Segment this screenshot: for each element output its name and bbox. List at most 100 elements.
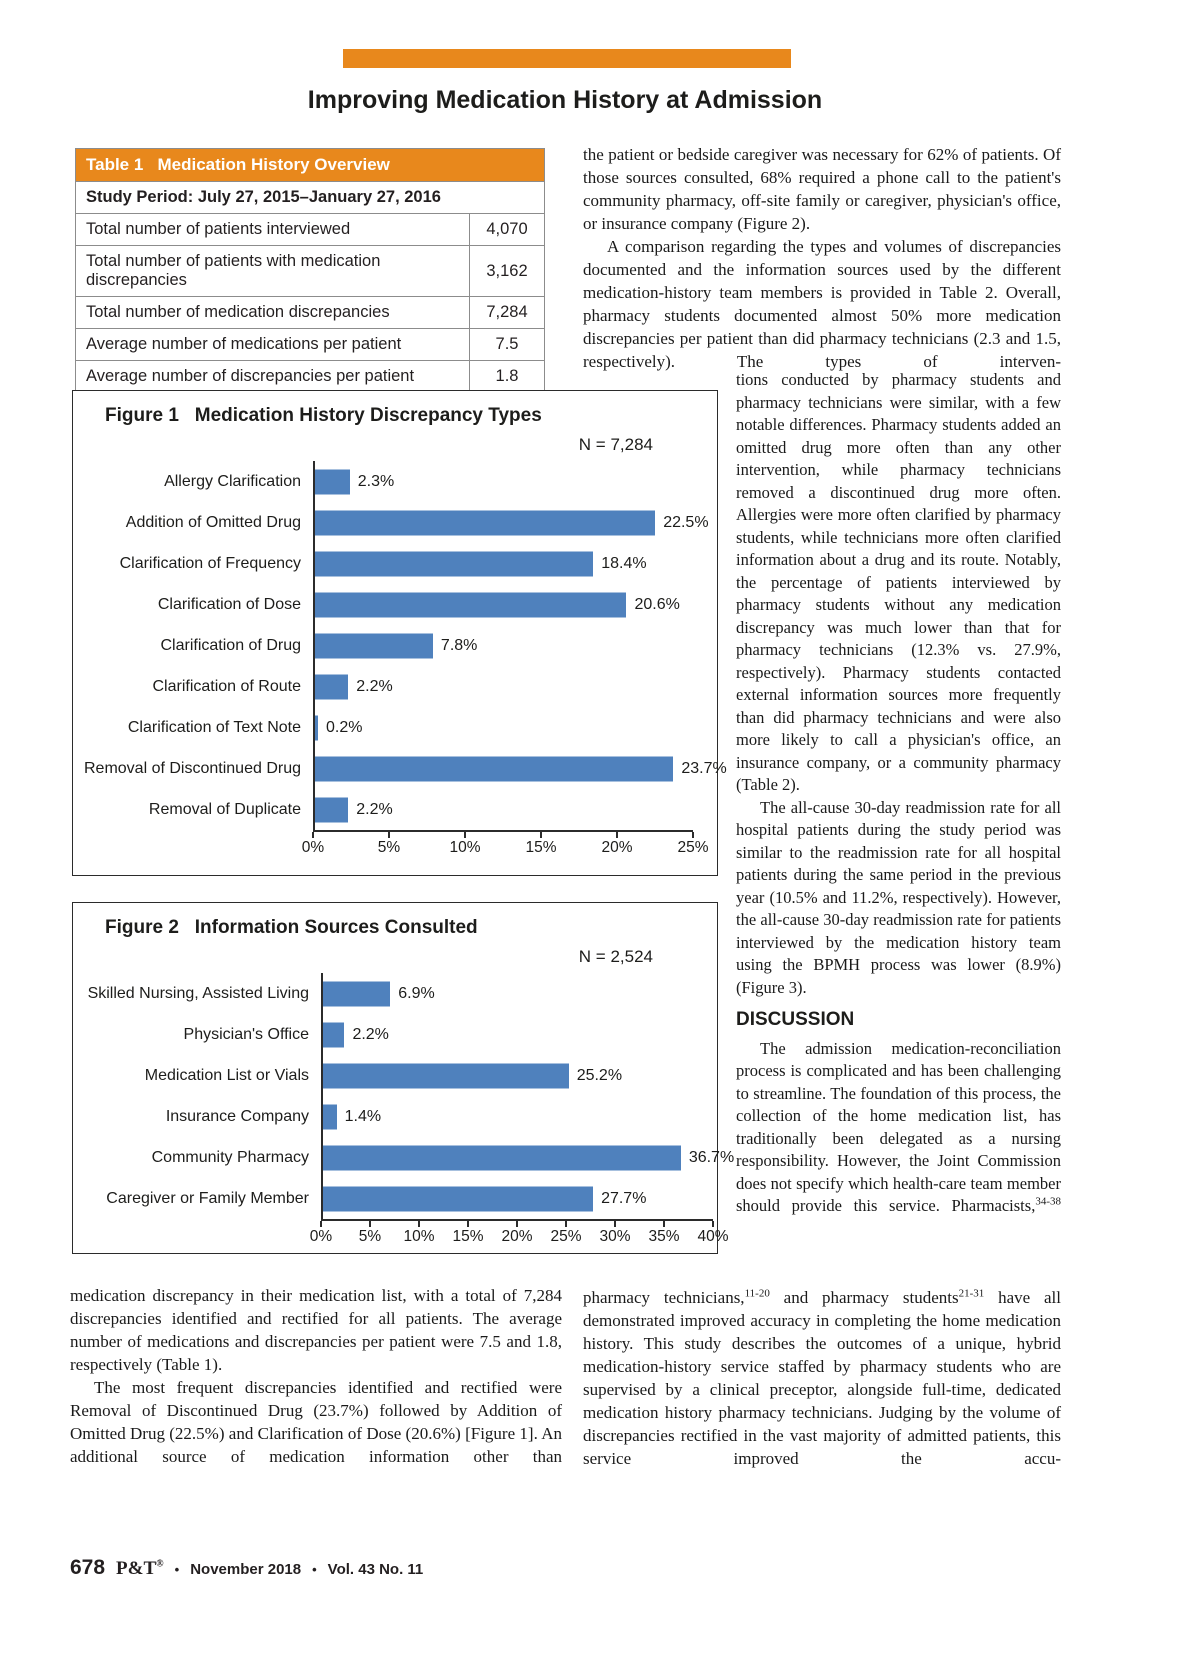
category-label: Clarification of Route: [152, 677, 301, 695]
registered-mark: ®: [156, 1558, 164, 1570]
paragraph: tions conducted by pharmacy students and…: [736, 370, 1061, 794]
tick-label: 10%: [449, 839, 481, 856]
table-row-value: 7.5: [469, 329, 544, 360]
bar: [315, 715, 319, 740]
body-text-left-bottom: medication discrepancy in their medicati…: [70, 1284, 562, 1468]
plot-area: 18.4%: [313, 543, 693, 584]
chart-row: Clarification of Frequency 18.4%: [73, 543, 717, 584]
tick-mark: [663, 1221, 665, 1227]
value-label: 22.5%: [663, 513, 709, 531]
tick-mark: [312, 832, 314, 838]
table-row: Average number of discrepancies per pati…: [76, 360, 544, 392]
page-footer: 678 P&T® • November 2018 • Vol. 43 No. 1…: [70, 1556, 423, 1580]
plot-area: 2.3%: [313, 461, 693, 502]
bar: [323, 981, 391, 1006]
category-label: Skilled Nursing, Assisted Living: [87, 984, 309, 1002]
value-label: 2.2%: [356, 677, 393, 695]
table-row: Average number of medications per patien…: [76, 328, 544, 360]
category-label: Clarification of Dose: [157, 595, 301, 613]
value-label: 23.7%: [681, 759, 727, 777]
category-label: Insurance Company: [165, 1107, 309, 1125]
value-label: 0.2%: [326, 718, 363, 736]
paragraph: medication discrepancy in their medicati…: [70, 1286, 562, 1374]
reference-superscript: 34-38: [1035, 1195, 1061, 1208]
discussion-heading: DISCUSSION: [736, 1009, 855, 1030]
tick-label: 20%: [601, 839, 633, 856]
value-label: 1.4%: [344, 1107, 382, 1125]
plot-area: 27.7%: [321, 1178, 713, 1219]
journal-brand-text: P&T: [116, 1558, 157, 1579]
footer-bullet: •: [312, 1562, 317, 1577]
value-label: 2.3%: [357, 472, 395, 490]
chart-row: Insurance Company 1.4%: [73, 1096, 717, 1137]
table-row-value: 4,070: [469, 214, 544, 245]
paragraph: the patient or bedside caregiver was nec…: [583, 145, 1061, 233]
table-row-label: Total number of medication discrepancies: [86, 303, 390, 321]
tick-mark: [712, 1221, 714, 1227]
bar: [315, 633, 433, 658]
tick-label: 35%: [648, 1228, 680, 1245]
tick-label: 25%: [550, 1228, 582, 1245]
reference-superscript: 11-20: [744, 1287, 770, 1300]
bar: [315, 797, 349, 822]
tick-label: 15%: [452, 1228, 484, 1245]
table-1-medication-history-overview: Table 1 Medication History Overview Stud…: [75, 148, 545, 393]
page-number: 678: [70, 1556, 106, 1579]
category-label: Clarification of Frequency: [119, 554, 301, 572]
page-title: Improving Medication History at Admissio…: [307, 86, 823, 114]
chart-row: Caregiver or Family Member 27.7%: [73, 1178, 717, 1219]
text-segment: have all demonstrated improved accuracy …: [583, 1288, 1061, 1468]
value-label: 7.8%: [440, 636, 478, 654]
bar: [323, 1022, 345, 1047]
tick-label: 20%: [501, 1228, 533, 1245]
tick-mark: [692, 832, 694, 838]
bar: [315, 551, 594, 576]
figure-1-n-label: N = 7,284: [578, 435, 653, 454]
tick-label: 5%: [358, 1228, 382, 1245]
tick-mark: [516, 1221, 518, 1227]
value-label: 27.7%: [601, 1189, 647, 1207]
category-label: Removal of Duplicate: [148, 800, 301, 818]
category-label: Clarification of Drug: [160, 636, 302, 654]
paragraph: A comparison regarding the types and vol…: [583, 237, 1061, 371]
table-row-label: Average number of medications per patien…: [86, 335, 402, 353]
tick-label: 0%: [309, 1228, 333, 1245]
plot-area: 20.6%: [313, 584, 693, 625]
chart-row: Community Pharmacy 36.7%: [73, 1137, 734, 1178]
table-row: Total number of patients with medication…: [76, 245, 544, 296]
chart-row: Addition of Omitted Drug 22.5%: [73, 502, 717, 543]
tick-label: 25%: [677, 839, 709, 856]
tick-mark: [369, 1221, 371, 1227]
table-row-value: 3,162: [469, 246, 544, 296]
tick-label: 40%: [697, 1228, 729, 1245]
tick-mark: [565, 1221, 567, 1227]
chart-row: Removal of Duplicate 2.2%: [73, 789, 717, 830]
chart-row: Medication List or Vials 25.2%: [73, 1055, 717, 1096]
table-row-label: Average number of discrepancies per pati…: [86, 367, 415, 385]
journal-brand: P&T®: [116, 1558, 164, 1580]
category-label: Allergy Clarification: [164, 472, 301, 490]
figure-2-title: Figure 2 Information Sources Consulted: [105, 917, 478, 938]
paragraph: The admission medication-reconciliation …: [736, 1038, 1061, 1218]
chart-row: Clarification of Route 2.2%: [73, 666, 717, 707]
table-row: Total number of patients interviewed 4,07…: [76, 213, 544, 245]
tick-mark: [464, 832, 466, 838]
category-label: Addition of Omitted Drug: [125, 513, 301, 531]
plot-area: 25.2%: [321, 1055, 713, 1096]
body-text-right-bottom: pharmacy technicians,11-20 and pharmacy …: [583, 1286, 1061, 1470]
tick-label: 15%: [525, 839, 557, 856]
tick-mark: [614, 1221, 616, 1227]
header-accent-bar: [343, 49, 791, 68]
value-label: 6.9%: [398, 984, 435, 1002]
tick-label: 0%: [301, 839, 325, 856]
text-segment: pharmacy technicians,: [583, 1288, 745, 1307]
plot-area: 23.7%: [313, 748, 727, 789]
bar: [323, 1104, 337, 1129]
value-label: 25.2%: [576, 1066, 623, 1084]
bar: [323, 1145, 681, 1170]
tick-mark: [418, 1221, 420, 1227]
tick-label: 5%: [377, 839, 401, 856]
tick-label: 30%: [599, 1228, 631, 1245]
chart-row: Physician's Office 2.2%: [73, 1014, 717, 1055]
